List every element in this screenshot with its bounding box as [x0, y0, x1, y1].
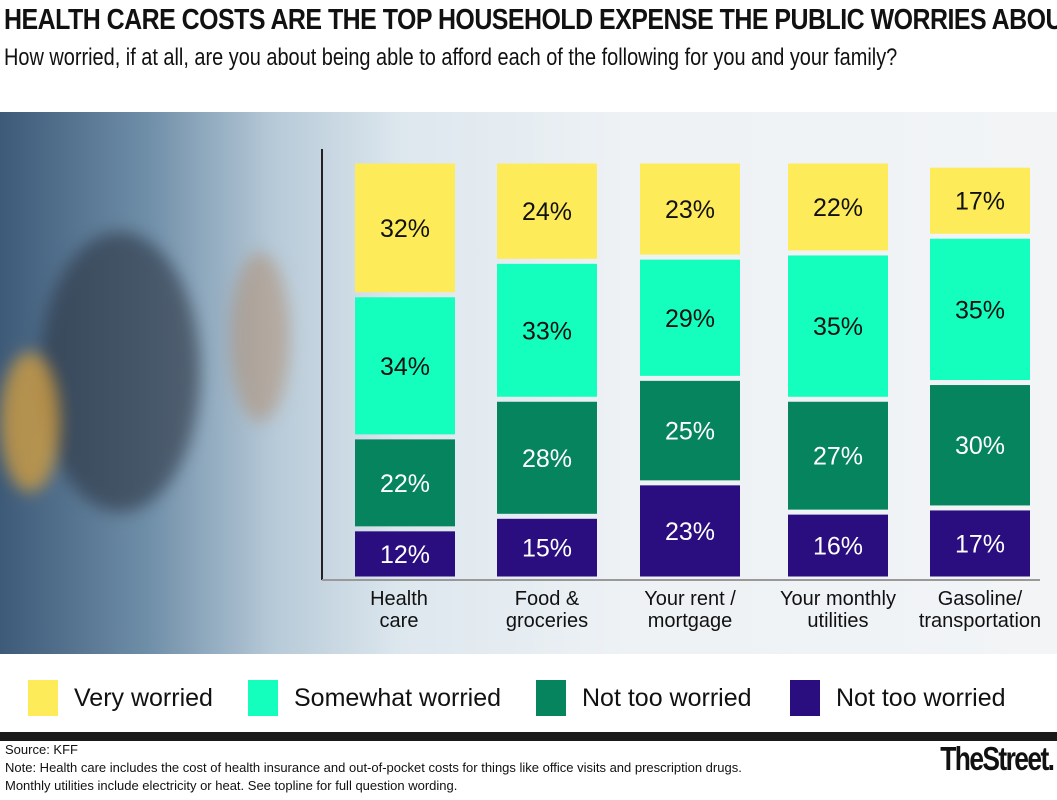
legend-item: Not too worried: [790, 680, 1006, 716]
legend-item: Very worried: [28, 680, 213, 716]
category-label: Your monthly: [780, 588, 896, 610]
category-label: Gasoline/: [938, 588, 1023, 610]
bar-segment: [640, 380, 740, 481]
bar-segment: [355, 439, 455, 527]
data-label: 23%: [665, 196, 715, 224]
legend-swatch: [536, 680, 566, 716]
bar-segment: [497, 518, 597, 577]
data-label: 24%: [522, 198, 572, 226]
bar-segment: [355, 531, 455, 577]
legend-item: Not too worried: [536, 680, 752, 716]
data-label: 17%: [955, 530, 1005, 558]
data-label: 17%: [955, 188, 1005, 216]
category-label: mortgage: [648, 610, 733, 632]
data-label: 12%: [380, 541, 430, 569]
bar-segment: [788, 163, 888, 251]
legend-swatch: [248, 680, 278, 716]
data-label: 34%: [380, 353, 430, 381]
divider: [0, 732, 1057, 741]
category-label: utilities: [807, 610, 868, 632]
data-label: 32%: [380, 215, 430, 243]
bar-segment: [640, 485, 740, 577]
category-label: Your rent /: [644, 588, 736, 610]
legend-label: Somewhat worried: [294, 683, 502, 712]
bar-segment: [930, 167, 1030, 234]
data-label: 15%: [522, 535, 572, 563]
data-label: 22%: [380, 470, 430, 498]
bar-segment: [497, 401, 597, 514]
legend-swatch: [790, 680, 820, 716]
data-label: 22%: [813, 194, 863, 222]
bar-segment: [497, 163, 597, 259]
bar-segment: [640, 163, 740, 255]
chart-title: HEALTH CARE COSTS ARE THE TOP HOUSEHOLD …: [4, 4, 1057, 36]
category-label: groceries: [506, 610, 588, 632]
bar-segment: [930, 385, 1030, 506]
note-text-2: Monthly utilities include electricity or…: [5, 778, 458, 793]
data-label: 35%: [813, 313, 863, 341]
bar-segment: [930, 238, 1030, 381]
legend: Very worried Somewhat worried Not too worr…: [0, 654, 1057, 732]
category-label: transportation: [919, 610, 1041, 632]
bar-segment: [355, 297, 455, 435]
category-label: Food &: [515, 588, 580, 610]
category-label: Health: [370, 588, 428, 610]
data-label: 27%: [813, 443, 863, 471]
data-label: 35%: [955, 296, 1005, 324]
bar-segment: [497, 263, 597, 397]
bar-segment: [930, 510, 1030, 577]
data-label: 28%: [522, 445, 572, 473]
bar-segment: [788, 514, 888, 577]
data-label: 29%: [665, 305, 715, 333]
chart-subtitle: How worried, if at all, are you about be…: [4, 44, 898, 71]
bar-segment: [640, 259, 740, 376]
data-label: 25%: [665, 418, 715, 446]
legend-item: Somewhat worried: [248, 680, 501, 716]
bar-segment: [788, 401, 888, 510]
data-label: 16%: [813, 533, 863, 561]
note-text-1: Note: Health care includes the cost of h…: [5, 760, 742, 775]
legend-label: Very worried: [74, 683, 213, 712]
source-text: Source: KFF: [5, 742, 78, 757]
thestreet-logo: TheStreet.: [939, 740, 1055, 777]
legend-swatch: [28, 680, 58, 716]
data-label: 23%: [665, 518, 715, 546]
data-label: 33%: [522, 317, 572, 345]
bar-segment: [788, 255, 888, 397]
legend-label: Not too worried: [582, 683, 752, 712]
category-label: care: [380, 610, 419, 632]
data-label: 30%: [955, 432, 1005, 460]
bar-segment: [355, 163, 455, 293]
legend-label: Not too worried: [836, 683, 1006, 712]
